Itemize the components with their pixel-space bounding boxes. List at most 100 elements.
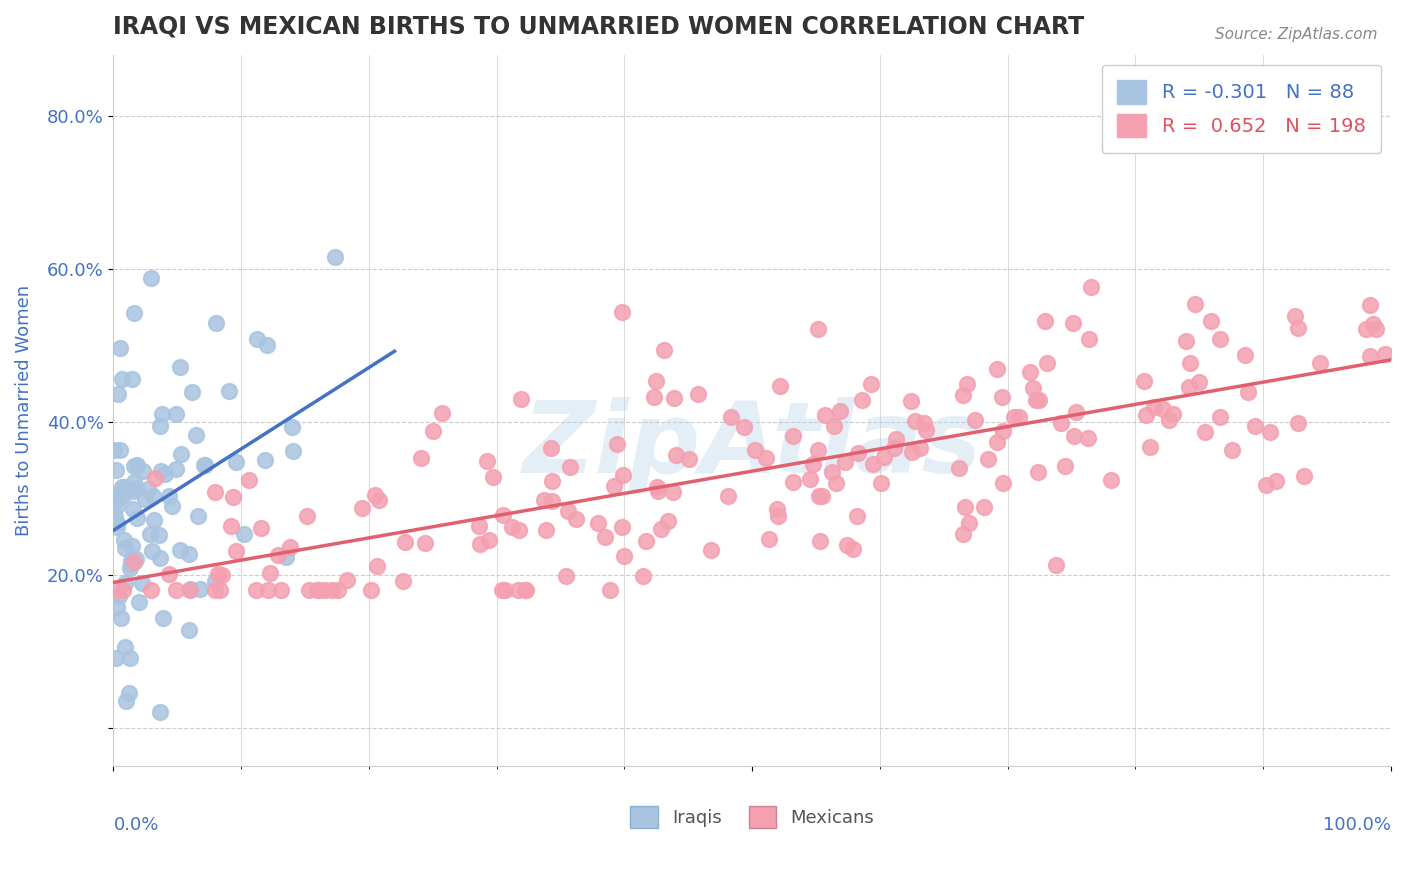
Point: [1233, 347, 1256, 361]
Point: [108, 342, 131, 356]
Point: [148, 528, 170, 542]
Point: [122, 555, 145, 569]
Point: [128, 595, 150, 609]
Point: [104, 651, 127, 665]
Point: [652, 343, 675, 358]
Point: [948, 461, 970, 475]
Point: [1358, 349, 1381, 363]
Point: [1258, 425, 1281, 440]
Point: [1292, 468, 1315, 483]
Point: [1099, 473, 1122, 487]
Point: [142, 513, 165, 527]
Text: 0.0%: 0.0%: [114, 815, 159, 834]
Point: [717, 490, 740, 504]
Point: [118, 685, 141, 699]
Point: [986, 361, 1008, 376]
Point: [350, 500, 373, 515]
Point: [612, 468, 634, 483]
Point: [509, 392, 531, 406]
Point: [515, 582, 537, 597]
Point: [157, 567, 180, 582]
Point: [835, 538, 858, 552]
Point: [846, 446, 869, 460]
Point: [232, 527, 254, 541]
Point: [150, 464, 173, 478]
Point: [564, 511, 586, 525]
Point: [193, 458, 215, 472]
Point: [870, 475, 893, 490]
Point: [801, 457, 824, 471]
Point: [308, 582, 330, 597]
Point: [686, 387, 709, 401]
Point: [274, 549, 297, 564]
Point: [814, 408, 837, 422]
Point: [207, 566, 229, 581]
Point: [883, 441, 905, 455]
Point: [1064, 405, 1087, 419]
Point: [165, 582, 187, 597]
Point: [494, 582, 516, 597]
Point: [1078, 332, 1101, 346]
Point: [1025, 393, 1047, 408]
Point: [733, 420, 755, 434]
Point: [1159, 413, 1181, 427]
Point: [986, 434, 1008, 449]
Point: [125, 482, 148, 496]
Point: [211, 568, 233, 582]
Point: [1188, 376, 1211, 390]
Point: [179, 582, 201, 597]
Point: [841, 542, 863, 557]
Point: [557, 504, 579, 518]
Point: [720, 410, 742, 425]
Point: [278, 540, 301, 554]
Point: [766, 509, 789, 524]
Point: [807, 322, 830, 336]
Point: [120, 651, 142, 665]
Point: [862, 457, 884, 471]
Point: [114, 576, 136, 591]
Point: [157, 489, 180, 503]
Point: [825, 476, 848, 491]
Point: [121, 484, 143, 499]
Point: [250, 521, 273, 535]
Point: [1254, 478, 1277, 492]
Point: [256, 582, 278, 597]
Point: [1361, 317, 1384, 331]
Point: [647, 479, 669, 493]
Point: [326, 582, 349, 597]
Point: [475, 454, 498, 468]
Point: [150, 407, 173, 421]
Point: [799, 472, 821, 486]
Point: [558, 460, 581, 475]
Point: [824, 419, 846, 434]
Point: [508, 523, 530, 537]
Point: [541, 474, 564, 488]
Point: [1080, 280, 1102, 294]
Point: [1201, 314, 1223, 328]
Point: [952, 527, 974, 541]
Point: [1021, 381, 1043, 395]
Point: [122, 458, 145, 473]
Point: [1178, 356, 1201, 370]
Point: [1053, 458, 1076, 473]
Point: [149, 706, 172, 720]
Point: [613, 549, 636, 564]
Point: [1184, 297, 1206, 311]
Point: [662, 391, 685, 405]
Point: [270, 582, 292, 597]
Point: [177, 623, 200, 637]
Point: [586, 516, 609, 531]
Point: [169, 542, 191, 557]
Point: [188, 582, 211, 596]
Point: [1008, 409, 1031, 424]
Point: [1062, 316, 1084, 330]
Point: [851, 393, 873, 408]
Point: [603, 479, 626, 493]
Point: [364, 488, 387, 502]
Point: [834, 455, 856, 469]
Point: [468, 537, 491, 551]
Point: [965, 413, 987, 427]
Point: [208, 582, 231, 597]
Point: [678, 452, 700, 467]
Point: [295, 508, 318, 523]
